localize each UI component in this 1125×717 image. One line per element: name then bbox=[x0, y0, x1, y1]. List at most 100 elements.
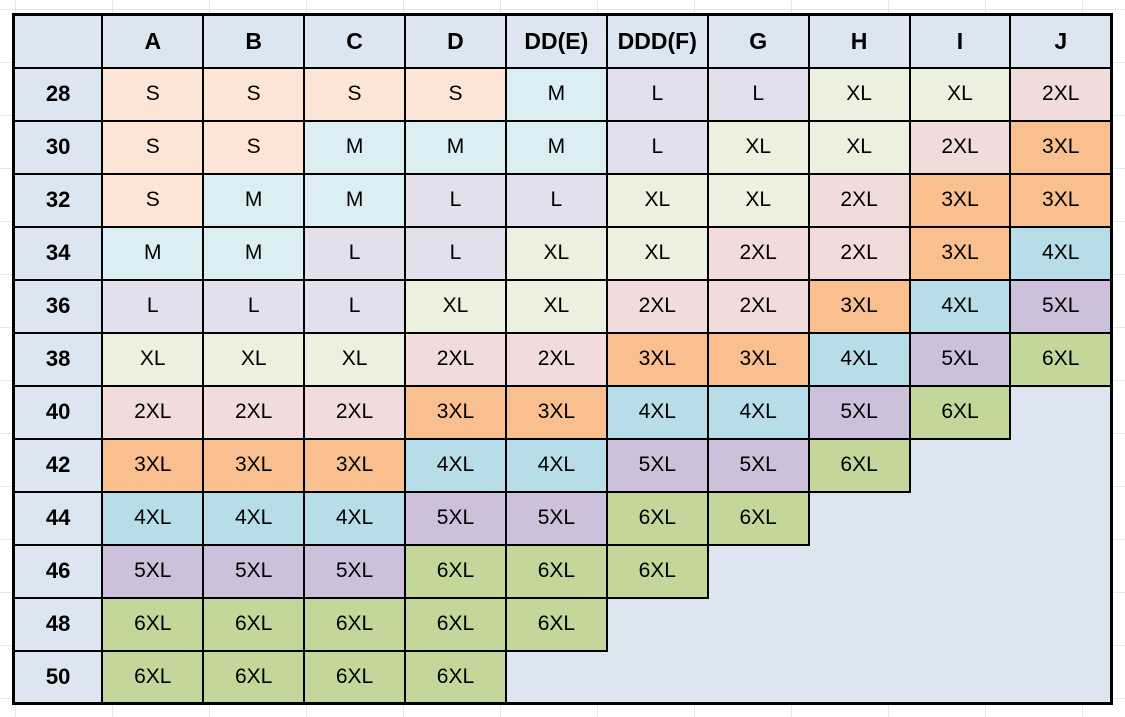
size-chart-header: A B C D DD(E) DDD(F) G H I J bbox=[12, 13, 1113, 69]
size-cell: 5XL bbox=[605, 437, 709, 493]
empty-cell bbox=[707, 597, 809, 651]
empty-cell bbox=[909, 544, 1011, 598]
size-cell: M bbox=[202, 172, 306, 228]
size-cell: 4XL bbox=[504, 437, 608, 493]
table-row: 30 S S M M M L XL XL 2XL 3XL bbox=[12, 119, 1113, 175]
size-cell: M bbox=[504, 119, 608, 175]
table-row: 38 XL XL XL 2XL 2XL 3XL 3XL 4XL 5XL 6XL bbox=[12, 331, 1113, 387]
size-cell: M bbox=[101, 225, 205, 281]
row-header-46: 46 bbox=[12, 543, 104, 599]
size-cell: L bbox=[605, 66, 709, 122]
size-cell: 4XL bbox=[202, 490, 306, 546]
table-row: 50 6XL 6XL 6XL 6XL bbox=[12, 649, 1112, 705]
column-header-J: J bbox=[1009, 13, 1113, 69]
size-cell: S bbox=[202, 66, 306, 122]
column-header-A: A bbox=[101, 13, 205, 69]
size-cell: 3XL bbox=[706, 331, 810, 387]
row-header-42: 42 bbox=[12, 437, 104, 493]
row-header-44: 44 bbox=[12, 490, 104, 546]
size-cell: 6XL bbox=[605, 543, 709, 599]
size-cell: 5XL bbox=[303, 543, 407, 599]
size-cell: 3XL bbox=[1009, 172, 1113, 228]
column-header-B: B bbox=[202, 13, 306, 69]
empty-cell bbox=[909, 650, 1011, 704]
table-row: 40 2XL 2XL 2XL 3XL 3XL 4XL 4XL 5XL 6XL bbox=[12, 384, 1112, 440]
size-cell: 5XL bbox=[908, 331, 1012, 387]
size-cell: 5XL bbox=[404, 490, 507, 546]
size-cell: 4XL bbox=[101, 490, 205, 546]
empty-cell bbox=[1010, 544, 1112, 598]
size-cell: 3XL bbox=[101, 437, 205, 493]
size-cell: 2XL bbox=[605, 278, 709, 334]
size-cell: 4XL bbox=[807, 331, 911, 387]
row-header-40: 40 bbox=[12, 384, 104, 440]
empty-cell bbox=[1010, 438, 1112, 492]
empty-cell bbox=[808, 544, 910, 598]
size-cell: 2XL bbox=[908, 119, 1012, 175]
size-cell: L bbox=[504, 172, 608, 228]
size-cell: 6XL bbox=[404, 596, 507, 652]
size-cell: 6XL bbox=[504, 543, 608, 599]
size-cell: 3XL bbox=[504, 384, 608, 440]
column-header-C: C bbox=[303, 13, 407, 69]
empty-cell bbox=[808, 491, 910, 545]
empty-cell bbox=[909, 438, 1011, 492]
size-cell: 4XL bbox=[303, 490, 407, 546]
size-cell: 6XL bbox=[404, 543, 507, 599]
size-cell: 5XL bbox=[706, 437, 810, 493]
empty-cell bbox=[909, 491, 1011, 545]
table-row: 48 6XL 6XL 6XL 6XL 6XL bbox=[12, 596, 1112, 652]
size-cell: 6XL bbox=[605, 490, 709, 546]
size-cell: L bbox=[706, 66, 810, 122]
size-cell: 2XL bbox=[706, 278, 810, 334]
size-cell: L bbox=[303, 278, 407, 334]
column-header-DDD(F): DDD(F) bbox=[605, 13, 709, 69]
size-cell: 4XL bbox=[605, 384, 709, 440]
size-cell: S bbox=[404, 66, 507, 122]
size-cell: 5XL bbox=[1009, 278, 1113, 334]
column-header-G: G bbox=[706, 13, 810, 69]
empty-cell bbox=[1010, 385, 1112, 439]
table-row: 46 5XL 5XL 5XL 6XL 6XL 6XL bbox=[12, 543, 1112, 599]
table-row: 42 3XL 3XL 3XL 4XL 4XL 5XL 5XL 6XL bbox=[12, 437, 1112, 493]
size-cell: 2XL bbox=[807, 225, 911, 281]
size-cell: 3XL bbox=[908, 225, 1012, 281]
size-cell: 3XL bbox=[807, 278, 911, 334]
size-cell: M bbox=[303, 119, 407, 175]
table-row: 34 M M L L XL XL 2XL 2XL 3XL 4XL bbox=[12, 225, 1113, 281]
size-cell: 6XL bbox=[202, 596, 306, 652]
size-cell: 5XL bbox=[807, 384, 911, 440]
table-row: 32 S M M L L XL XL 2XL 3XL 3XL bbox=[12, 172, 1113, 228]
size-cell: 4XL bbox=[1009, 225, 1113, 281]
row-header-28: 28 bbox=[12, 66, 104, 122]
size-cell: 3XL bbox=[202, 437, 306, 493]
size-cell: 5XL bbox=[504, 490, 608, 546]
table-row: 36 L L L XL XL 2XL 2XL 3XL 4XL 5XL bbox=[12, 278, 1113, 334]
size-cell: 6XL bbox=[303, 596, 407, 652]
size-cell: XL bbox=[706, 172, 810, 228]
size-cell: 6XL bbox=[706, 490, 810, 546]
size-cell: 5XL bbox=[202, 543, 306, 599]
empty-cell bbox=[1010, 650, 1112, 704]
size-cell: XL bbox=[504, 278, 608, 334]
size-cell: L bbox=[202, 278, 306, 334]
row-header-50: 50 bbox=[12, 649, 104, 705]
size-cell: 3XL bbox=[303, 437, 407, 493]
size-cell: 4XL bbox=[404, 437, 507, 493]
size-chart-table: A B C D DD(E) DDD(F) G H I J 28 S S S S M L L XL XL 2XL 30 S S… bbox=[12, 13, 1113, 705]
size-cell: 5XL bbox=[101, 543, 205, 599]
size-cell: M bbox=[504, 66, 608, 122]
size-cell: 4XL bbox=[908, 278, 1012, 334]
size-cell: XL bbox=[101, 331, 205, 387]
size-cell: L bbox=[404, 172, 507, 228]
table-row: 44 4XL 4XL 4XL 5XL 5XL 6XL 6XL bbox=[12, 490, 1112, 546]
empty-cell bbox=[1010, 491, 1112, 545]
size-cell: 6XL bbox=[303, 649, 407, 705]
size-chart-body: 28 S S S S M L L XL XL 2XL 30 S S M M M L XL XL 2XL 3XL 32 S M M L… bbox=[12, 66, 1113, 705]
size-cell: XL bbox=[404, 278, 507, 334]
empty-cell bbox=[606, 597, 708, 651]
row-header-48: 48 bbox=[12, 596, 104, 652]
size-cell: XL bbox=[908, 66, 1012, 122]
size-cell: 6XL bbox=[1009, 331, 1113, 387]
size-cell: 2XL bbox=[504, 331, 608, 387]
